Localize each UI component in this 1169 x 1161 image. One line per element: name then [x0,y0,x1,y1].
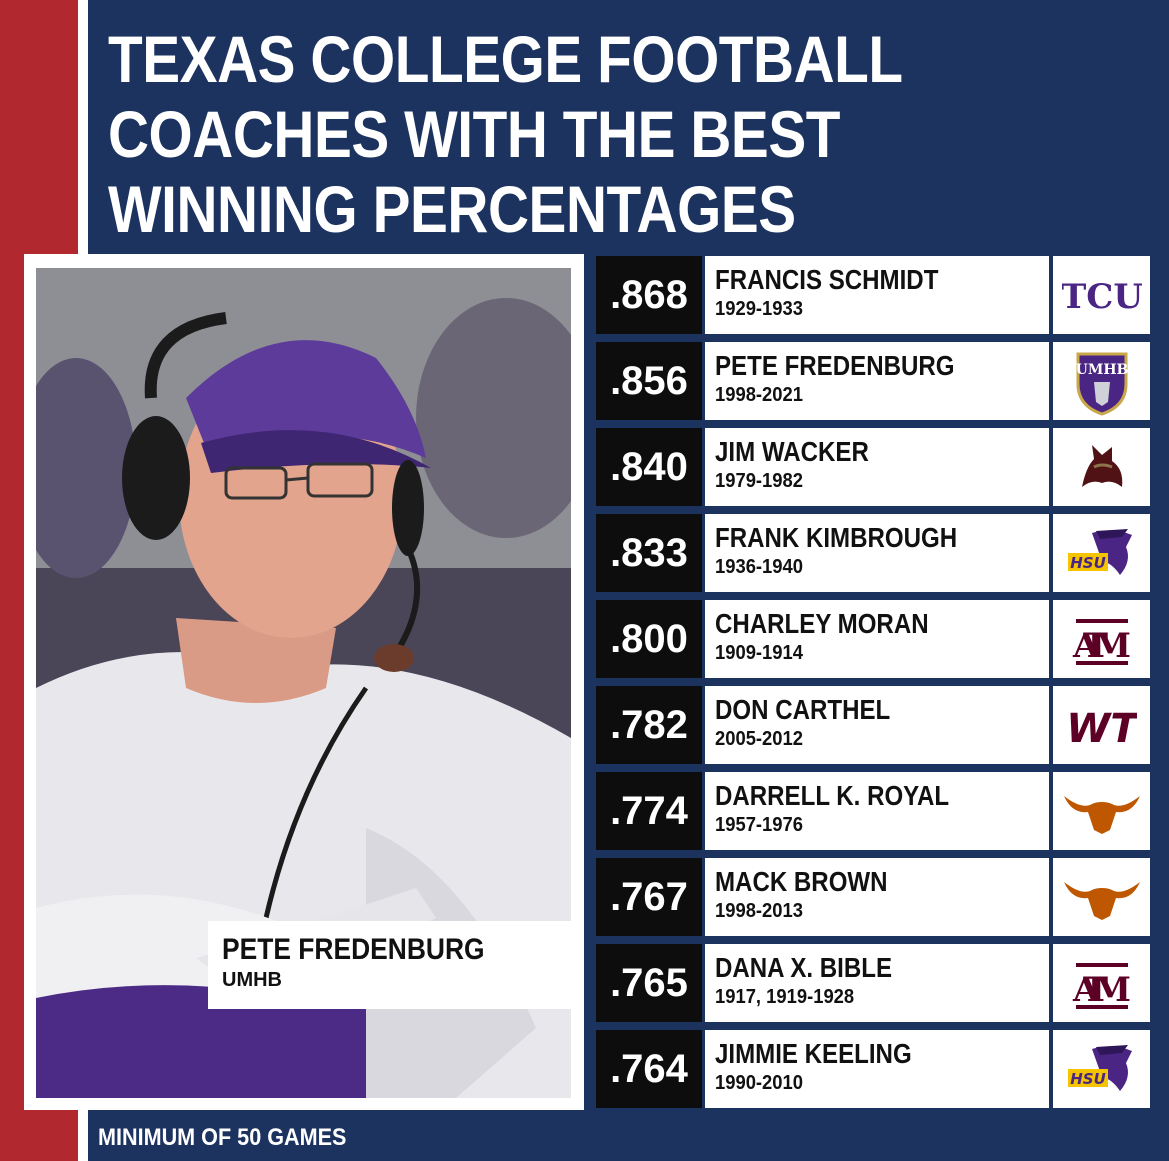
list-item: .782 DON CARTHEL 2005-2012 WT [596,686,1150,764]
winning-percentage: .774 [596,772,702,850]
winning-percentage: .765 [596,944,702,1022]
coach-info: JIMMIE KEELING 1990-2010 [705,1030,1049,1108]
logo-text: UMHB [1075,362,1128,378]
coach-years: 1998-2013 [715,900,804,922]
logo-text: HSU [1070,554,1106,572]
winning-percentage: .840 [596,428,702,506]
coach-info: DANA X. BIBLE 1917, 1919-1928 [705,944,1049,1022]
featured-coach-school: UMHB [222,969,282,991]
title-line-2: COACHES WITH THE BEST [108,97,841,171]
coach-name: DANA X. BIBLE [715,952,893,983]
longhorn-logo-icon [1053,772,1150,850]
coach-years: 1936-1940 [715,556,804,578]
coach-name: DON CARTHEL [715,694,891,725]
coach-years: 1957-1976 [715,814,804,836]
hsu-logo-icon: HSU [1053,514,1150,592]
list-item: .800 CHARLEY MORAN 1909-1914 ATM [596,600,1150,678]
list-item: .765 DANA X. BIBLE 1917, 1919-1928 ATM [596,944,1150,1022]
coach-years: 2005-2012 [715,728,804,750]
west-texas-logo-icon: WT [1053,686,1150,764]
coach-name: CHARLEY MORAN [715,608,929,639]
list-item: .840 JIM WACKER 1979-1982 [596,428,1150,506]
list-item: .764 JIMMIE KEELING 1990-2010 HSU [596,1030,1150,1108]
logo-text: ATM [1072,970,1131,1010]
coach-info: FRANK KIMBROUGH 1936-1940 [705,514,1049,592]
coach-name: DARRELL K. ROYAL [715,780,950,811]
logo-text: ATM [1072,626,1131,666]
winning-percentage: .767 [596,858,702,936]
coach-info: MACK BROWN 1998-2013 [705,858,1049,936]
coach-info: FRANCIS SCHMIDT 1929-1933 [705,256,1049,334]
coach-name: JIMMIE KEELING [715,1038,912,1069]
umhb-logo-icon: UMHB [1053,342,1150,420]
coach-years: 1990-2010 [715,1072,804,1094]
list-item: .868 FRANCIS SCHMIDT 1929-1933 TCU [596,256,1150,334]
hsu-logo-icon: HSU [1053,1030,1150,1108]
winning-percentage: .868 [596,256,702,334]
page-title: TEXAS COLLEGE FOOTBALL COACHES WITH THE … [108,22,1002,247]
coach-info: DON CARTHEL 2005-2012 [705,686,1049,764]
list-item: .767 MACK BROWN 1998-2013 [596,858,1150,936]
featured-coach-caption: PETE FREDENBURG UMHB [208,921,571,1009]
featured-coach-name: PETE FREDENBURG [222,933,485,966]
coach-years: 1917, 1919-1928 [715,986,855,1008]
list-item: .856 PETE FREDENBURG 1998-2021 UMHB [596,342,1150,420]
winning-percentage: .856 [596,342,702,420]
logo-text: HSU [1070,1070,1106,1088]
title-line-1: TEXAS COLLEGE FOOTBALL [108,22,903,96]
coach-info: JIM WACKER 1979-1982 [705,428,1049,506]
coach-info: CHARLEY MORAN 1909-1914 [705,600,1049,678]
coach-years: 1929-1933 [715,298,804,320]
logo-text: WT [1067,706,1137,750]
coach-name: PETE FREDENBURG [715,350,955,381]
bobcat-logo-icon [1053,428,1150,506]
winning-percentage: .833 [596,514,702,592]
title-line-3: WINNING PERCENTAGES [108,172,796,246]
list-item: .833 FRANK KIMBROUGH 1936-1940 HSU [596,514,1150,592]
coach-illustration [36,268,571,1098]
coach-years: 1998-2021 [715,384,804,406]
coach-years: 1979-1982 [715,470,804,492]
texas-am-logo-icon: ATM [1053,944,1150,1022]
logo-text: TCU [1062,277,1142,317]
footer-note: MINIMUM OF 50 GAMES [98,1124,347,1151]
coach-name: FRANK KIMBROUGH [715,522,958,553]
coach-name: MACK BROWN [715,866,888,897]
longhorn-logo-icon [1053,858,1150,936]
list-item: .774 DARRELL K. ROYAL 1957-1976 [596,772,1150,850]
coach-name: JIM WACKER [715,436,869,467]
tcu-logo-icon: TCU [1053,256,1150,334]
coach-years: 1909-1914 [715,642,804,664]
coach-name: FRANCIS SCHMIDT [715,264,939,295]
winning-percentage: .800 [596,600,702,678]
texas-am-logo-icon: ATM [1053,600,1150,678]
winning-percentage: .764 [596,1030,702,1108]
winning-percentage: .782 [596,686,702,764]
coach-info: PETE FREDENBURG 1998-2021 [705,342,1049,420]
coach-info: DARRELL K. ROYAL 1957-1976 [705,772,1049,850]
